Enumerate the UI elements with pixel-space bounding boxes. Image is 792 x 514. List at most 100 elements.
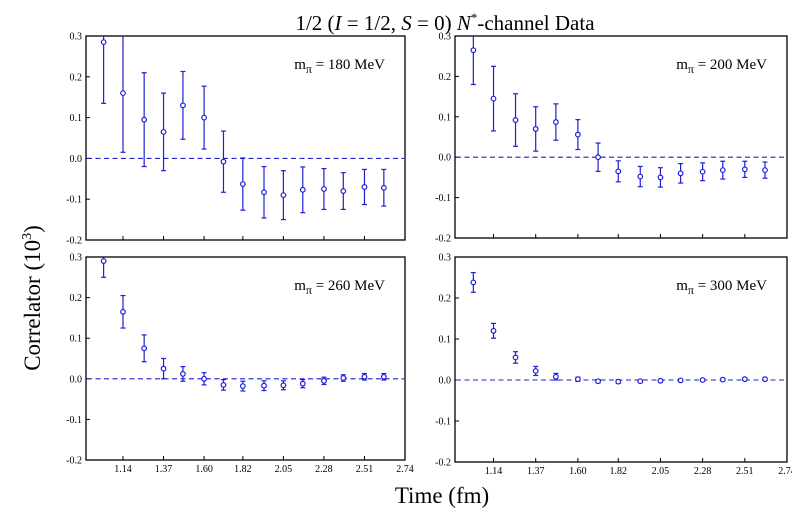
y-tick-label: 0.3 [439, 253, 452, 264]
data-points [470, 271, 768, 385]
data-point [180, 371, 186, 377]
data-points [470, 36, 768, 188]
data-point [595, 378, 601, 385]
y-tick-label: -0.1 [435, 417, 451, 428]
data-point [239, 383, 246, 390]
y-tick-label: -0.2 [435, 234, 451, 245]
data-point [220, 381, 227, 388]
data-point [361, 184, 368, 190]
panel-frame [454, 35, 788, 239]
data-point [380, 373, 387, 380]
y-tick-label: 0.1 [70, 113, 83, 124]
x-tick-label: 1.82 [234, 464, 252, 475]
y-tick-label: 0.3 [70, 32, 83, 43]
data-point [677, 377, 684, 384]
data-point [201, 375, 207, 382]
data-point [470, 279, 477, 286]
data-point [120, 90, 126, 97]
x-tick-label: 1.14 [114, 464, 132, 475]
data-point [180, 102, 186, 109]
panel-frame [454, 256, 788, 463]
x-tick-label: 1.60 [569, 466, 587, 477]
data-point [100, 39, 107, 46]
data-point [299, 186, 306, 193]
y-tick-label: 0.0 [70, 154, 83, 165]
data-point [762, 376, 768, 383]
pion-mass-annotation: mπ = 300 MeV [676, 278, 767, 297]
data-point [120, 308, 126, 315]
x-tick-label: 2.05 [275, 464, 293, 475]
y-tick-label: -0.2 [66, 456, 82, 467]
y-tick-label: -0.1 [435, 193, 451, 204]
chart-panel-2: -0.2 -0.1 0.0 0.1 0.2 0.3 mπ = 200 MeV [435, 32, 788, 245]
x-tick-label: 2.74 [778, 466, 792, 477]
data-point [512, 354, 519, 361]
x-tick-label: 1.37 [155, 464, 173, 475]
y-axis-label: Correlator (103) [20, 225, 45, 371]
x-tick-label: 1.60 [195, 464, 213, 475]
data-point [637, 173, 644, 180]
y-tick-label: 0.1 [439, 112, 452, 123]
data-point [574, 131, 581, 138]
x-tick-label: 2.51 [736, 466, 754, 477]
data-point [340, 188, 347, 194]
data-point [574, 376, 581, 383]
data-point [160, 365, 167, 372]
data-point [100, 258, 107, 264]
y-tick-label: 0.3 [70, 253, 83, 264]
data-point [552, 373, 559, 380]
data-point [595, 154, 601, 161]
x-tick-label: 1.82 [609, 466, 627, 477]
y-tick-label: -0.1 [66, 415, 82, 426]
pion-mass-annotation: mπ = 180 MeV [294, 57, 385, 76]
chart-panel-3: -0.2 -0.1 0.0 0.1 0.2 0.3 1.14 1.37 1.60 1.82 2.05… [66, 253, 414, 476]
data-points [100, 257, 387, 392]
data-point [490, 327, 497, 334]
pion-mass-annotation: mπ = 200 MeV [676, 57, 767, 76]
y-tick-label: 0.2 [439, 72, 452, 83]
data-points [100, 36, 387, 221]
y-tick-label: 0.0 [70, 374, 83, 385]
data-point [361, 373, 368, 380]
data-point [220, 158, 227, 165]
y-tick-label: 0.1 [439, 335, 452, 346]
x-tick-label: 2.51 [356, 464, 374, 475]
y-tick-label: 0.1 [70, 334, 83, 345]
panel-frame [85, 35, 406, 241]
data-point [261, 189, 267, 196]
data-point [532, 126, 539, 132]
data-point [141, 116, 148, 123]
data-point [280, 382, 287, 389]
x-tick-label: 2.05 [652, 466, 670, 477]
x-tick-label: 2.28 [694, 466, 712, 477]
data-point [657, 377, 664, 384]
data-point [741, 166, 748, 173]
y-tick-label: 0.2 [70, 72, 83, 83]
data-point [699, 168, 706, 175]
y-tick-label: 0.2 [70, 293, 83, 304]
y-tick-label: 0.0 [439, 376, 452, 387]
y-tick-label: -0.2 [435, 458, 451, 469]
chart-panel-1: -0.2 -0.1 0.0 0.1 0.2 0.3 mπ = 180 MeV [66, 32, 406, 247]
data-point [160, 128, 167, 135]
x-tick-label: 1.37 [527, 466, 545, 477]
data-point [615, 378, 622, 385]
data-point [321, 377, 327, 384]
data-point [719, 167, 726, 174]
data-point [261, 382, 267, 389]
chart-panel-4: -0.2 -0.1 0.0 0.1 0.2 0.3 1.14 1.37 1.60 1.82 2.05… [435, 253, 792, 478]
x-tick-label: 1.14 [485, 466, 503, 477]
data-point [741, 376, 748, 383]
panels: -0.2 -0.1 0.0 0.1 0.2 0.3 mπ = 180 MeV -0.2 -0.1… [66, 32, 792, 478]
pion-mass-annotation: mπ = 260 MeV [294, 278, 385, 297]
x-tick-label: 2.74 [396, 464, 414, 475]
x-tick-label: 2.28 [315, 464, 333, 475]
data-point [340, 375, 347, 381]
y-tick-label: 0.0 [439, 153, 452, 164]
data-point [532, 368, 539, 374]
data-point [380, 184, 387, 191]
data-point [615, 168, 622, 175]
y-tick-label: -0.1 [66, 195, 82, 206]
data-point [470, 47, 477, 54]
